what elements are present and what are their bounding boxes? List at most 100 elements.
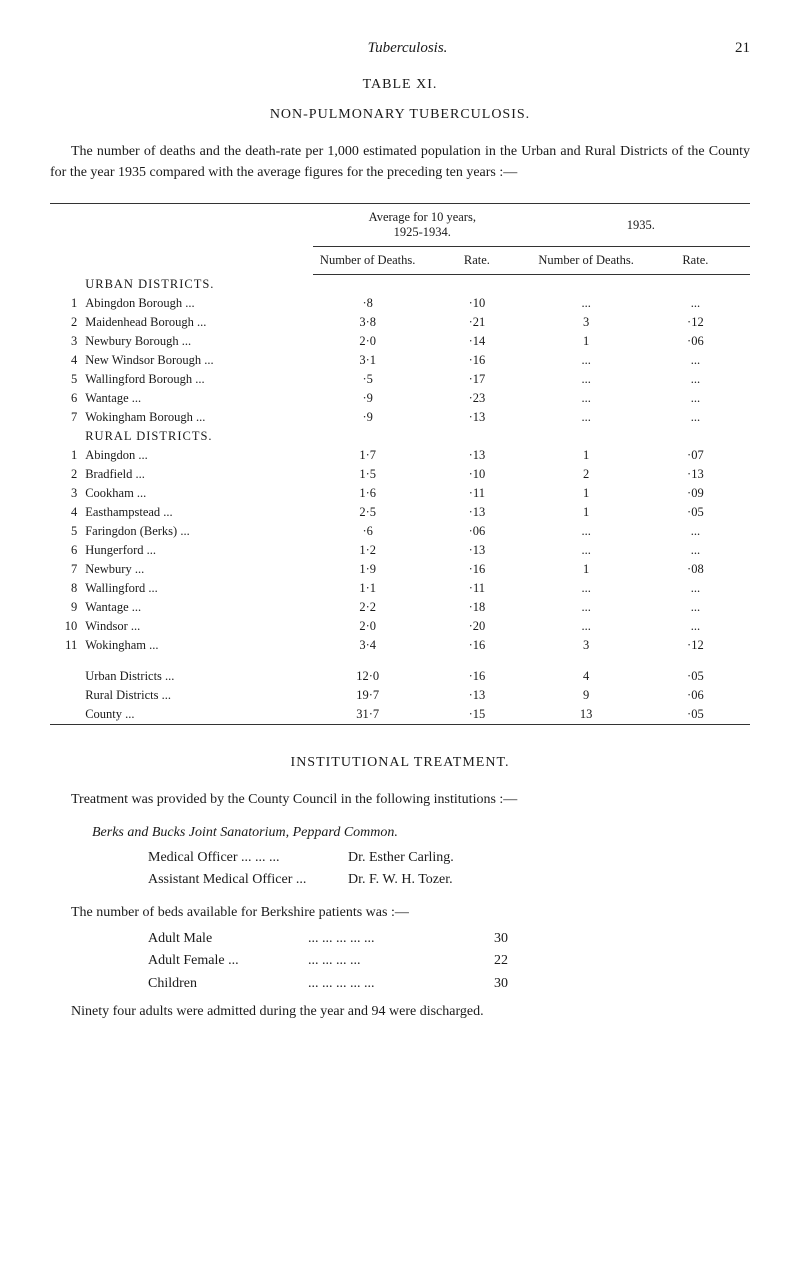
- row-name: Wantage ...: [81, 389, 313, 408]
- row-val: ·06: [422, 522, 531, 541]
- officer-name: Dr. Esther Carling.: [348, 847, 454, 869]
- officer-role: Assistant Medical Officer ...: [148, 869, 348, 891]
- row-val: ...: [641, 408, 750, 427]
- row-val: ·6: [313, 522, 422, 541]
- summary-val: ·05: [641, 667, 750, 686]
- bed-row: Children... ... ... ... ...30: [148, 973, 750, 995]
- row-val: ·13: [422, 408, 531, 427]
- row-val: ...: [641, 294, 750, 313]
- row-val: 2·0: [313, 332, 422, 351]
- summary-val: 4: [532, 667, 641, 686]
- table-row: 3Cookham ...1·6·111·09: [50, 484, 750, 503]
- col-group-avg: Average for 10 years, 1925-1934.: [313, 204, 531, 247]
- row-index: 2: [50, 313, 81, 332]
- row-val: ·8: [313, 294, 422, 313]
- row-index: 1: [50, 446, 81, 465]
- row-index: 1: [50, 294, 81, 313]
- bed-dots: ... ... ... ... ...: [308, 973, 468, 995]
- summary-row: County ...31·7·1513·05: [50, 705, 750, 725]
- row-val: 1: [532, 503, 641, 522]
- bed-count: 30: [468, 928, 508, 950]
- table-row: 4New Windsor Borough ...3·1·16......: [50, 351, 750, 370]
- row-name: Hungerford ...: [81, 541, 313, 560]
- table-row: 5Wallingford Borough ...·5·17......: [50, 370, 750, 389]
- row-index: 8: [50, 579, 81, 598]
- bed-dots: ... ... ... ... ...: [308, 928, 468, 950]
- row-val: ...: [641, 370, 750, 389]
- institutional-paragraph: Treatment was provided by the County Cou…: [50, 789, 750, 811]
- row-val: ·13: [422, 446, 531, 465]
- summary-val: ·16: [422, 667, 531, 686]
- row-name: Newbury Borough ...: [81, 332, 313, 351]
- officer-name: Dr. F. W. H. Tozer.: [348, 869, 453, 891]
- row-index: 6: [50, 541, 81, 560]
- row-val: 2·2: [313, 598, 422, 617]
- summary-name: Urban Districts ...: [81, 667, 313, 686]
- row-val: ...: [641, 522, 750, 541]
- row-val: ...: [532, 579, 641, 598]
- row-val: ...: [641, 579, 750, 598]
- row-val: ·9: [313, 408, 422, 427]
- row-val: 2: [532, 465, 641, 484]
- summary-name: County ...: [81, 705, 313, 725]
- summary-row: Rural Districts ...19·7·139·06: [50, 686, 750, 705]
- row-name: Newbury ...: [81, 560, 313, 579]
- row-val: ...: [532, 351, 641, 370]
- beds-block: Adult Male... ... ... ... ...30Adult Fem…: [148, 928, 750, 995]
- row-index: 10: [50, 617, 81, 636]
- row-name: Bradfield ...: [81, 465, 313, 484]
- table-row: 5Faringdon (Berks) ...·6·06......: [50, 522, 750, 541]
- officer-row: Assistant Medical Officer ...Dr. F. W. H…: [148, 869, 750, 891]
- row-val: ·13: [422, 541, 531, 560]
- bed-label: Adult Female ...: [148, 950, 308, 972]
- table-row: 1Abingdon ...1·7·131·07: [50, 446, 750, 465]
- row-index: 4: [50, 503, 81, 522]
- bed-row: Adult Male... ... ... ... ...30: [148, 928, 750, 950]
- row-val: ...: [532, 294, 641, 313]
- summary-val: ·06: [641, 686, 750, 705]
- row-val: ...: [532, 370, 641, 389]
- table-row: 4Easthampstead ...2·5·131·05: [50, 503, 750, 522]
- table-row: 2Bradfield ...1·5·102·13: [50, 465, 750, 484]
- row-val: ·06: [641, 332, 750, 351]
- row-val: ...: [532, 598, 641, 617]
- table-row: 9Wantage ...2·2·18......: [50, 598, 750, 617]
- row-val: ...: [641, 541, 750, 560]
- table-row: 10Windsor ...2·0·20......: [50, 617, 750, 636]
- row-val: ·08: [641, 560, 750, 579]
- row-name: Faringdon (Berks) ...: [81, 522, 313, 541]
- summary-val: 13: [532, 705, 641, 725]
- row-index: 2: [50, 465, 81, 484]
- table-title: NON-PULMONARY TUBERCULOSIS.: [50, 107, 750, 123]
- row-val: ·9: [313, 389, 422, 408]
- col-group-1935: 1935.: [532, 204, 750, 247]
- row-val: ·5: [313, 370, 422, 389]
- row-val: 1·1: [313, 579, 422, 598]
- row-val: ...: [532, 617, 641, 636]
- row-val: ·12: [641, 636, 750, 655]
- summary-val: 31·7: [313, 705, 422, 725]
- row-val: ·16: [422, 351, 531, 370]
- row-name: Easthampstead ...: [81, 503, 313, 522]
- row-val: ·14: [422, 332, 531, 351]
- row-val: 1·5: [313, 465, 422, 484]
- running-title: Tuberculosis.: [80, 40, 735, 57]
- institutional-heading: INSTITUTIONAL TREATMENT.: [50, 755, 750, 771]
- table-row: 8Wallingford ...1·1·11......: [50, 579, 750, 598]
- row-val: 1: [532, 446, 641, 465]
- row-val: ·05: [641, 503, 750, 522]
- row-val: ·16: [422, 636, 531, 655]
- row-val: ...: [641, 598, 750, 617]
- page-header: Tuberculosis. 21: [50, 40, 750, 57]
- bed-count: 30: [468, 973, 508, 995]
- row-val: ·11: [422, 484, 531, 503]
- table-row: 3Newbury Borough ...2·0·141·06: [50, 332, 750, 351]
- row-name: Wokingham ...: [81, 636, 313, 655]
- row-index: 3: [50, 484, 81, 503]
- row-index: 5: [50, 370, 81, 389]
- summary-val: 9: [532, 686, 641, 705]
- row-val: ...: [641, 389, 750, 408]
- row-name: Wallingford Borough ...: [81, 370, 313, 389]
- row-val: ·10: [422, 465, 531, 484]
- row-val: 3: [532, 636, 641, 655]
